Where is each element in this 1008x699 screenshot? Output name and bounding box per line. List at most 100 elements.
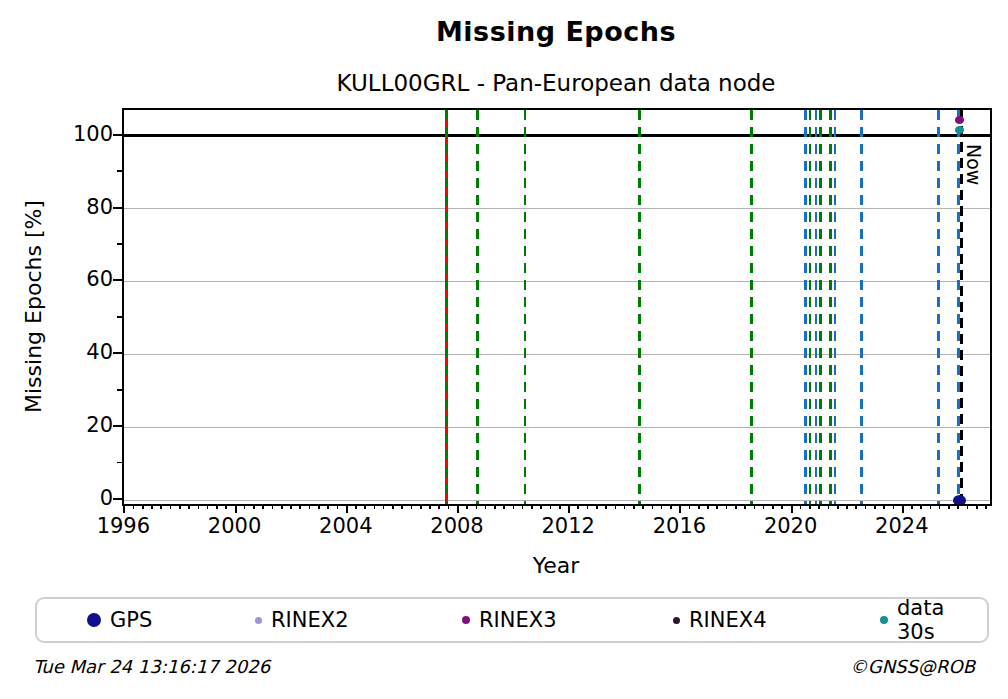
event-line: [819, 110, 822, 504]
x-minor-tick: [503, 504, 505, 509]
y-tick-label: 60: [53, 267, 113, 291]
x-minor-tick: [754, 504, 756, 509]
y-tick-label: 80: [53, 195, 113, 219]
x-minor-tick: [253, 504, 255, 509]
legend-item-rinex4: RINEX4: [673, 599, 767, 641]
x-minor-tick: [670, 504, 672, 509]
event-line: [750, 110, 753, 504]
event-line: [638, 110, 641, 504]
x-minor-tick: [976, 504, 978, 509]
y-major-tick: [113, 425, 122, 427]
event-line: [804, 110, 807, 504]
y-major-tick: [113, 352, 122, 354]
x-tick-label: 2004: [306, 514, 386, 538]
x-minor-tick: [355, 504, 357, 509]
event-line: [809, 110, 812, 504]
x-major-tick: [568, 504, 570, 513]
x-minor-tick: [485, 504, 487, 509]
data-point-data-30s: [955, 126, 965, 134]
y-tick-label: 100: [53, 122, 113, 146]
x-minor-tick: [207, 504, 209, 509]
x-minor-tick: [438, 504, 440, 509]
x-minor-tick: [661, 504, 663, 509]
legend-marker-gps: [87, 613, 101, 627]
event-line: [524, 110, 527, 504]
credit-text: ©GNSS@ROB: [850, 656, 975, 677]
x-minor-tick: [272, 504, 274, 509]
x-minor-tick: [911, 504, 913, 509]
y-minor-tick: [117, 389, 122, 391]
x-minor-tick: [967, 504, 969, 509]
x-minor-tick: [383, 504, 385, 509]
legend-marker-rinex4: [673, 617, 680, 624]
x-minor-tick: [262, 504, 264, 509]
y-major-tick: [113, 279, 122, 281]
x-minor-tick: [698, 504, 700, 509]
y-minor-tick: [117, 316, 122, 318]
chart-title: Missing Epochs: [122, 16, 990, 47]
x-minor-tick: [828, 504, 830, 509]
x-major-tick: [457, 504, 459, 513]
x-minor-tick: [577, 504, 579, 509]
event-line: [476, 110, 479, 504]
x-minor-tick: [800, 504, 802, 509]
x-minor-tick: [920, 504, 922, 509]
x-minor-tick: [290, 504, 292, 509]
x-minor-tick: [615, 504, 617, 509]
x-minor-tick: [957, 504, 959, 509]
y-minor-tick: [117, 243, 122, 245]
x-axis-label: Year: [122, 553, 990, 578]
legend-marker-rinex3: [462, 616, 470, 624]
x-minor-tick: [309, 504, 311, 509]
x-minor-tick: [281, 504, 283, 509]
x-minor-tick: [244, 504, 246, 509]
x-tick-label: 2000: [195, 514, 275, 538]
y-minor-tick: [117, 462, 122, 464]
data-point-rinex3: [955, 116, 964, 124]
x-minor-tick: [225, 504, 227, 509]
x-minor-tick: [401, 504, 403, 509]
x-minor-tick: [133, 504, 135, 509]
x-minor-tick: [179, 504, 181, 509]
x-minor-tick: [893, 504, 895, 509]
x-minor-tick: [494, 504, 496, 509]
plot-timestamp: Tue Mar 24 13:16:17 2026: [33, 656, 270, 677]
x-minor-tick: [466, 504, 468, 509]
x-minor-tick: [624, 504, 626, 509]
legend-marker-data-30s: [880, 616, 888, 624]
x-minor-tick: [318, 504, 320, 509]
x-minor-tick: [364, 504, 366, 509]
y-major-tick: [113, 134, 122, 136]
x-minor-tick: [652, 504, 654, 509]
legend-label: RINEX2: [271, 608, 349, 632]
legend-item-rinex2: RINEX2: [255, 599, 349, 641]
x-minor-tick: [476, 504, 478, 509]
legend-label: data 30s: [897, 596, 987, 644]
x-tick-label: 2008: [417, 514, 497, 538]
x-tick-label: 2020: [751, 514, 831, 538]
x-major-tick: [679, 504, 681, 513]
x-minor-tick: [781, 504, 783, 509]
legend-marker-rinex2: [255, 617, 262, 624]
x-minor-tick: [716, 504, 718, 509]
x-major-tick: [235, 504, 237, 513]
x-minor-tick: [744, 504, 746, 509]
x-minor-tick: [299, 504, 301, 509]
x-minor-tick: [930, 504, 932, 509]
x-minor-tick: [550, 504, 552, 509]
plot-area: Now: [122, 108, 992, 506]
x-minor-tick: [707, 504, 709, 509]
x-minor-tick: [883, 504, 885, 509]
x-minor-tick: [763, 504, 765, 509]
x-minor-tick: [846, 504, 848, 509]
x-minor-tick: [448, 504, 450, 509]
y-tick-label: 20: [53, 413, 113, 437]
x-minor-tick: [837, 504, 839, 509]
x-minor-tick: [939, 504, 941, 509]
x-minor-tick: [522, 504, 524, 509]
x-tick-label: 2024: [862, 514, 942, 538]
x-tick-label: 2012: [528, 514, 608, 538]
x-minor-tick: [540, 504, 542, 509]
x-minor-tick: [513, 504, 515, 509]
legend-label: GPS: [110, 608, 152, 632]
